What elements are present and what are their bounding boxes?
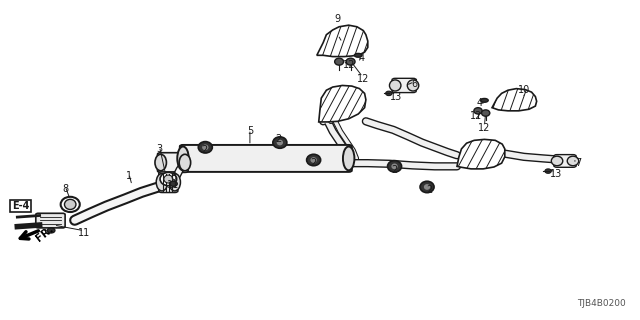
Ellipse shape — [346, 58, 355, 65]
Text: 9: 9 — [335, 14, 341, 24]
Text: 2: 2 — [392, 164, 397, 174]
Ellipse shape — [420, 181, 434, 193]
Ellipse shape — [567, 156, 579, 166]
Ellipse shape — [202, 144, 209, 150]
Text: 6: 6 — [412, 79, 417, 89]
Ellipse shape — [170, 181, 177, 186]
Ellipse shape — [47, 228, 55, 233]
Text: 13: 13 — [550, 169, 562, 179]
Ellipse shape — [424, 184, 430, 190]
Ellipse shape — [61, 197, 80, 212]
Polygon shape — [457, 140, 505, 169]
Polygon shape — [319, 85, 366, 122]
Ellipse shape — [198, 142, 212, 153]
Text: 11: 11 — [167, 180, 180, 190]
Text: 2: 2 — [426, 185, 433, 195]
Ellipse shape — [388, 161, 401, 172]
Text: 12: 12 — [356, 74, 369, 84]
Ellipse shape — [310, 157, 317, 163]
Text: 4: 4 — [476, 98, 483, 108]
Ellipse shape — [307, 154, 321, 166]
Text: 10: 10 — [518, 85, 530, 95]
Text: 8: 8 — [170, 172, 177, 182]
Ellipse shape — [179, 154, 191, 171]
Ellipse shape — [343, 147, 355, 170]
Ellipse shape — [355, 53, 362, 57]
FancyBboxPatch shape — [36, 213, 65, 228]
Polygon shape — [317, 25, 368, 57]
FancyBboxPatch shape — [159, 172, 178, 193]
Text: 2: 2 — [310, 158, 317, 168]
FancyBboxPatch shape — [554, 155, 576, 167]
Ellipse shape — [273, 137, 287, 148]
Text: 1: 1 — [126, 171, 132, 181]
Ellipse shape — [160, 172, 177, 186]
Ellipse shape — [390, 80, 401, 91]
Ellipse shape — [177, 147, 189, 170]
Text: 4: 4 — [359, 53, 365, 63]
Ellipse shape — [545, 169, 551, 173]
Polygon shape — [492, 89, 537, 111]
Ellipse shape — [335, 58, 344, 65]
Text: 5: 5 — [247, 126, 253, 136]
FancyBboxPatch shape — [157, 153, 188, 172]
Ellipse shape — [551, 156, 563, 166]
Ellipse shape — [155, 154, 166, 171]
Ellipse shape — [392, 164, 397, 169]
Ellipse shape — [481, 99, 488, 102]
Text: 13: 13 — [390, 92, 403, 101]
Ellipse shape — [276, 140, 283, 145]
Text: FR.: FR. — [35, 224, 56, 244]
Text: 3: 3 — [156, 144, 163, 154]
Ellipse shape — [481, 110, 490, 116]
Text: TJB4B0200: TJB4B0200 — [577, 300, 626, 308]
Ellipse shape — [65, 199, 76, 210]
Ellipse shape — [169, 173, 180, 191]
Ellipse shape — [474, 108, 482, 114]
FancyBboxPatch shape — [180, 145, 352, 172]
Ellipse shape — [407, 80, 419, 91]
Text: 12: 12 — [478, 123, 491, 133]
Ellipse shape — [164, 175, 173, 183]
Text: 11: 11 — [78, 228, 90, 238]
Text: 2: 2 — [275, 134, 282, 144]
Text: 2: 2 — [201, 146, 207, 156]
Text: 12: 12 — [342, 60, 355, 70]
Ellipse shape — [156, 173, 168, 191]
Text: 7: 7 — [575, 158, 581, 168]
Ellipse shape — [386, 91, 392, 96]
Text: E-4: E-4 — [12, 201, 29, 211]
Text: 8: 8 — [62, 184, 68, 194]
FancyBboxPatch shape — [392, 78, 416, 92]
Text: 12: 12 — [470, 111, 483, 121]
